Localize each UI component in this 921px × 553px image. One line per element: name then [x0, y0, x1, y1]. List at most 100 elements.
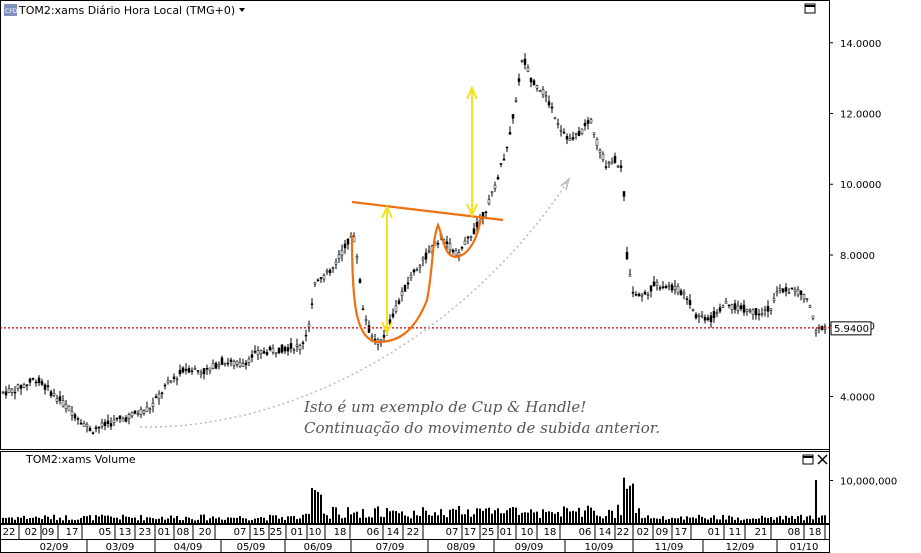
volume-bar: [713, 515, 715, 523]
volume-bar: [233, 517, 235, 523]
volume-bar: [278, 518, 280, 523]
price-tick-label: 4.0000: [840, 392, 875, 403]
volume-bar: [557, 512, 559, 523]
volume-close-icon[interactable]: [817, 454, 828, 465]
volume-bar: [551, 512, 553, 523]
day-tick-label: 17: [675, 527, 688, 538]
candle-body: [415, 269, 419, 271]
candle-body: [559, 129, 563, 132]
volume-bar: [395, 511, 397, 523]
volume-bar: [422, 507, 424, 523]
volume-bar: [14, 519, 16, 523]
candle-body: [31, 378, 35, 380]
volume-bar: [227, 517, 229, 523]
handle-resistance-line: [351, 200, 504, 222]
candle-body: [571, 137, 575, 140]
candle-body: [583, 122, 587, 127]
candle-body: [391, 313, 395, 318]
candle-body: [631, 291, 635, 294]
candle-body: [757, 313, 761, 316]
volume-bar: [173, 518, 175, 523]
candle-body: [340, 250, 344, 256]
volume-bar: [824, 515, 826, 523]
candle-body: [661, 286, 665, 288]
volume-bar: [329, 518, 331, 523]
candle-body: [169, 380, 173, 383]
candle-body: [109, 423, 113, 427]
candle-body: [199, 372, 203, 375]
volume-bar: [38, 517, 40, 523]
candle-body: [103, 421, 107, 427]
candle-body: [7, 388, 11, 393]
volume-bar: [800, 514, 802, 523]
candle-body: [604, 166, 608, 168]
volume-bar: [563, 506, 565, 523]
volume-bar: [722, 514, 724, 523]
candle-body: [748, 309, 752, 312]
candle-body: [52, 393, 56, 396]
volume-bar: [230, 517, 232, 523]
volume-bar: [71, 519, 73, 523]
candle-body: [508, 132, 512, 135]
candle-body: [454, 250, 458, 256]
month-tick-label: 04/09: [174, 542, 203, 553]
candle-body: [400, 291, 404, 296]
title-dropdown-icon[interactable]: [239, 8, 245, 12]
candle-body: [181, 367, 185, 373]
volume-bar: [383, 517, 385, 523]
volume-bar: [521, 512, 523, 523]
volume-bar: [488, 507, 490, 523]
volume-bar: [311, 488, 313, 523]
candle-body: [622, 191, 626, 197]
candle-body: [673, 285, 677, 290]
candle-body: [313, 282, 317, 285]
volume-bar: [209, 518, 211, 523]
volume-bar: [752, 518, 754, 523]
volume-bar: [272, 515, 274, 523]
volume-bar: [620, 515, 622, 523]
volume-bar: [332, 506, 334, 523]
volume-bar: [59, 517, 61, 523]
candle-body: [64, 404, 68, 409]
volume-maximize-icon[interactable]: [802, 454, 814, 465]
volume-bar: [779, 515, 781, 523]
volume-bar: [629, 485, 631, 523]
volume-bar: [716, 519, 718, 523]
day-tick-label: 01: [500, 527, 513, 538]
candle-body: [715, 312, 719, 314]
candle-body: [382, 335, 386, 338]
candle-body: [664, 286, 668, 289]
volume-bar: [83, 515, 85, 523]
volume-bar: [125, 516, 127, 523]
candle-body: [220, 357, 224, 365]
month-tick-label: 12/09: [726, 542, 755, 553]
maximize-panel-icon[interactable]: [804, 3, 816, 14]
candle-body: [697, 315, 701, 317]
volume-bar: [95, 515, 97, 523]
volume-bar: [671, 517, 673, 523]
candle-body: [787, 292, 791, 295]
volume-bar: [179, 519, 181, 523]
candle-body: [370, 335, 374, 338]
volume-bar: [617, 504, 619, 523]
candle-body: [817, 327, 821, 329]
candle-body: [22, 384, 26, 388]
candle-body: [469, 236, 473, 239]
volume-bar: [368, 516, 370, 523]
volume-bar: [749, 519, 751, 523]
candle-body: [178, 369, 182, 375]
volume-bar: [614, 517, 616, 523]
candle-body: [274, 352, 278, 354]
volume-bar: [263, 517, 265, 523]
volume-bar: [143, 520, 145, 523]
candle-body: [463, 240, 467, 245]
candle-body: [295, 344, 299, 347]
volume-bar: [239, 516, 241, 523]
day-tick-label: 21: [755, 527, 768, 538]
volume-bars: [2, 477, 826, 523]
volume-bar: [797, 516, 799, 523]
price-tick-label: 8.0000: [840, 251, 875, 262]
candle-body: [394, 305, 398, 312]
volume-bar: [452, 508, 454, 523]
